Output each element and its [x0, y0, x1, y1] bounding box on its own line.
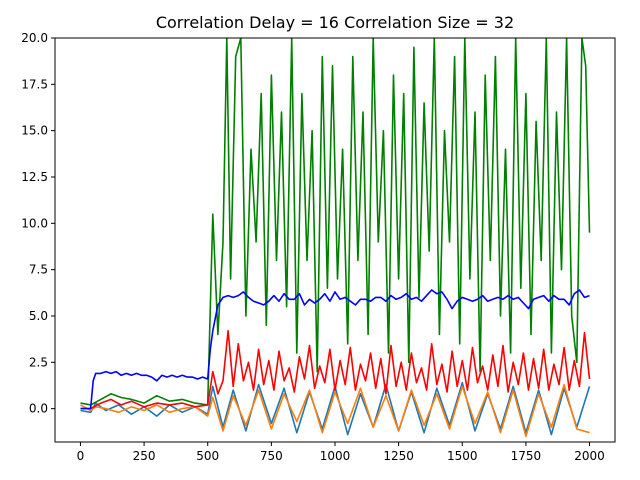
plot-frame: [54, 37, 616, 443]
series-line-5: [80, 289, 590, 410]
x-tick-label: 500: [196, 449, 219, 463]
x-tick-label: 250: [133, 449, 156, 463]
x-tick-label: 0: [77, 449, 85, 463]
y-axis: 0.0 2.5 5.0 7.5 10.0 12.5 15.0 17.5 20.0: [21, 31, 55, 416]
y-tick-label: 2.5: [29, 355, 48, 369]
x-tick-label: 2000: [574, 449, 605, 463]
series-line-3: [80, 38, 591, 406]
x-axis: 0 250 500 750 1000 1250 1500 1750 2000: [77, 442, 605, 463]
y-tick-label: 20.0: [21, 31, 48, 45]
y-tick-label: 7.5: [29, 263, 48, 277]
x-tick-label: 750: [260, 449, 283, 463]
x-tick-label: 1500: [447, 449, 478, 463]
series-line-1: [80, 381, 591, 436]
chart-title: Correlation Delay = 16 Correlation Size …: [156, 13, 514, 32]
x-tick-label: 1000: [320, 449, 351, 463]
y-tick-label: 10.0: [21, 216, 48, 230]
series-layer: [80, 38, 591, 438]
y-tick-label: 0.0: [29, 402, 48, 416]
y-tick-label: 5.0: [29, 309, 48, 323]
y-tick-label: 17.5: [21, 77, 48, 91]
series-line-4: [80, 329, 591, 410]
x-tick-label: 1250: [383, 449, 414, 463]
y-tick-label: 12.5: [21, 170, 48, 184]
series-line-2: [80, 383, 590, 438]
x-tick-label: 1750: [511, 449, 542, 463]
y-tick-label: 15.0: [21, 124, 48, 138]
